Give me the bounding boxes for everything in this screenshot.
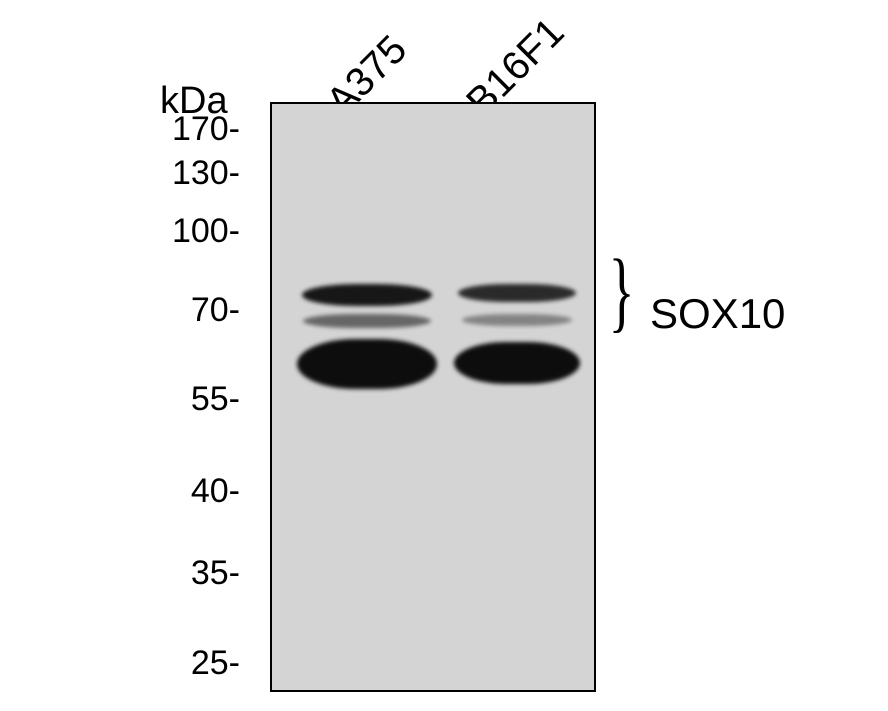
brace-icon: } [609, 240, 635, 343]
target-protein-label: SOX10 [650, 290, 785, 338]
western-blot-figure: kDa A375 B16F1 } SOX10 170-130-100-70-55… [60, 20, 820, 700]
mw-marker: 40- [120, 472, 240, 511]
mw-marker: 100- [120, 212, 240, 251]
band [302, 284, 432, 306]
band [297, 339, 437, 389]
band [454, 342, 580, 384]
band [458, 284, 576, 302]
mw-marker: 70- [120, 291, 240, 330]
band [462, 314, 572, 326]
mw-marker: 25- [120, 644, 240, 683]
mw-marker: 55- [120, 380, 240, 419]
mw-marker: 170- [120, 110, 240, 149]
mw-marker: 130- [120, 154, 240, 193]
mw-marker: 35- [120, 554, 240, 593]
band [303, 314, 431, 328]
blot-membrane [270, 102, 596, 692]
